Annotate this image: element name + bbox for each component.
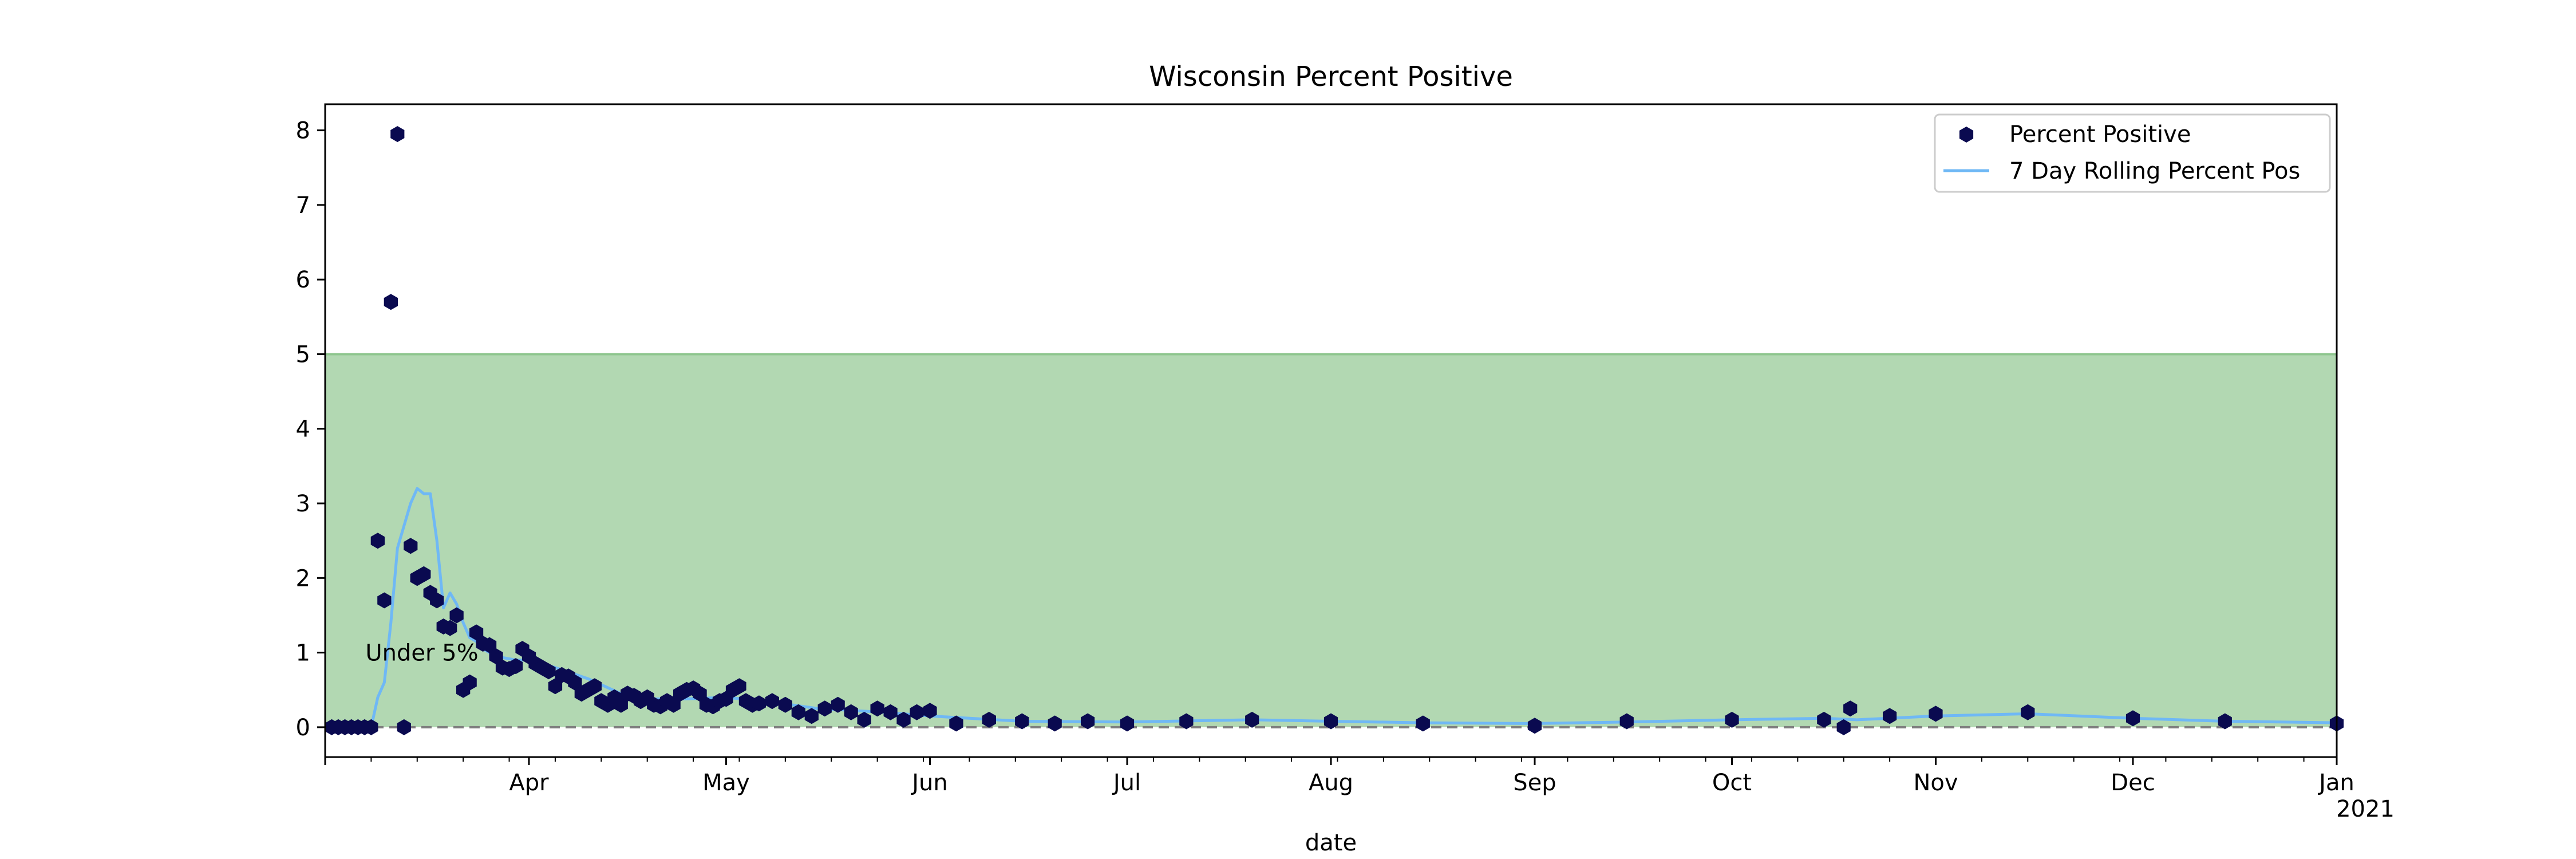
percent-positive-point — [548, 678, 563, 695]
percent-positive-point — [1081, 713, 1095, 730]
percent-positive-point — [982, 711, 996, 728]
percent-positive-point — [430, 592, 444, 609]
percent-positive-point — [857, 711, 871, 728]
chart-title: Wisconsin Percent Positive — [1149, 61, 1513, 93]
percent-positive-point — [2218, 713, 2232, 730]
percent-positive-point — [817, 700, 832, 717]
percent-positive-point — [949, 715, 963, 732]
percent-positive-point — [844, 704, 858, 720]
legend-label-percent-positive: Percent Positive — [2009, 121, 2191, 148]
percent-positive-point — [1619, 713, 1634, 730]
percent-positive-point — [910, 704, 924, 720]
percent-positive-point — [377, 592, 392, 609]
y-tick-label: 8 — [296, 118, 310, 144]
y-tick-label: 7 — [296, 192, 310, 219]
percent-positive-point — [1015, 713, 1029, 730]
y-tick-label: 4 — [296, 416, 310, 443]
percent-positive-point — [1817, 711, 1831, 728]
legend-label-rolling: 7 Day Rolling Percent Pos — [2009, 158, 2300, 184]
percent-positive-point — [896, 711, 911, 728]
percent-positive-point — [443, 620, 457, 636]
percent-positive-point — [1883, 708, 1897, 724]
x-tick-label: Oct — [1712, 770, 1752, 796]
legend: Percent Positive 7 Day Rolling Percent P… — [1934, 113, 2331, 193]
y-tick-label: 0 — [296, 715, 310, 741]
x-tick-label: Nov — [1913, 770, 1958, 796]
percent-positive-point — [1416, 715, 1430, 732]
percent-positive-point — [1843, 700, 1858, 717]
plot-area: Under 5% — [325, 126, 2344, 735]
y-axis: 0 1 2 3 4 5 6 7 8 — [296, 118, 325, 741]
percent-positive-point — [923, 703, 937, 719]
plot-frame — [324, 103, 2338, 758]
percent-positive-point — [508, 658, 523, 675]
percent-positive-point — [791, 704, 805, 720]
y-tick-label: 2 — [296, 565, 310, 592]
percent-positive-point — [397, 719, 411, 735]
percent-positive-point — [883, 704, 898, 720]
percent-positive-point — [390, 126, 405, 143]
threshold-label: Under 5% — [365, 640, 478, 667]
percent-positive-point — [1179, 713, 1194, 730]
percent-positive-point — [1323, 713, 1338, 730]
y-tick-label: 5 — [296, 341, 310, 368]
percent-positive-point — [2125, 710, 2140, 727]
percent-positive-point — [469, 624, 484, 641]
x-tick-label: Jul — [1112, 770, 1141, 796]
legend-hexagon-marker — [1959, 127, 1974, 143]
x-tick-label: Dec — [2111, 770, 2155, 796]
percent-positive-point — [384, 294, 398, 310]
x-tick-sublabel: 2021 — [2336, 796, 2395, 822]
series-layer — [325, 126, 2344, 735]
percent-positive-point — [489, 648, 503, 665]
percent-positive-point — [2021, 704, 2035, 720]
percent-positive-point — [449, 607, 464, 624]
y-tick-label: 6 — [296, 267, 310, 293]
x-tick-label: Jun — [910, 770, 948, 796]
percent-positive-point — [732, 678, 746, 695]
legend-box — [1934, 113, 2331, 193]
percent-positive-point — [1836, 719, 1851, 735]
percent-positive-point — [483, 637, 497, 653]
threshold-band — [325, 354, 2337, 727]
x-tick-label: Aug — [1309, 770, 1353, 796]
y-tick-label: 1 — [296, 640, 310, 667]
x-tick-label: Jan — [2317, 770, 2354, 796]
rolling-percent-line — [331, 487, 2337, 729]
percent-positive-point — [666, 696, 681, 713]
percent-positive-point — [404, 538, 418, 554]
percent-positive-point — [693, 685, 707, 702]
x-axis-label: date — [1305, 830, 1357, 856]
percent-positive-point — [831, 696, 845, 713]
percent-positive-point — [870, 700, 884, 717]
percent-positive-point — [778, 696, 792, 713]
percent-positive-point — [752, 695, 766, 712]
percent-positive-point — [1725, 711, 1739, 728]
percent-positive-point — [364, 719, 378, 735]
percent-positive-point — [1048, 715, 1062, 732]
x-tick-label: Apr — [509, 770, 549, 796]
percent-positive-point — [542, 663, 556, 680]
x-tick-label: Sep — [1513, 770, 1556, 796]
percent-positive-point — [370, 533, 385, 549]
percent-positive-point — [804, 708, 819, 724]
percent-positive-point — [1527, 718, 1542, 734]
percent-positive-point — [417, 566, 431, 582]
percent-positive-point — [614, 696, 628, 713]
x-tick-label: May — [702, 770, 750, 796]
percent-positive-point — [463, 674, 477, 691]
percent-positive-point — [1929, 706, 1943, 722]
percent-positive-point — [1245, 711, 1259, 728]
y-tick-label: 3 — [296, 491, 310, 517]
percent-positive-point — [1120, 715, 1135, 732]
legend-marker-percent-positive — [1959, 127, 1974, 143]
percent-positive-point — [568, 674, 582, 691]
percent-positive-point — [765, 693, 779, 710]
percent-positive-point — [587, 678, 602, 695]
